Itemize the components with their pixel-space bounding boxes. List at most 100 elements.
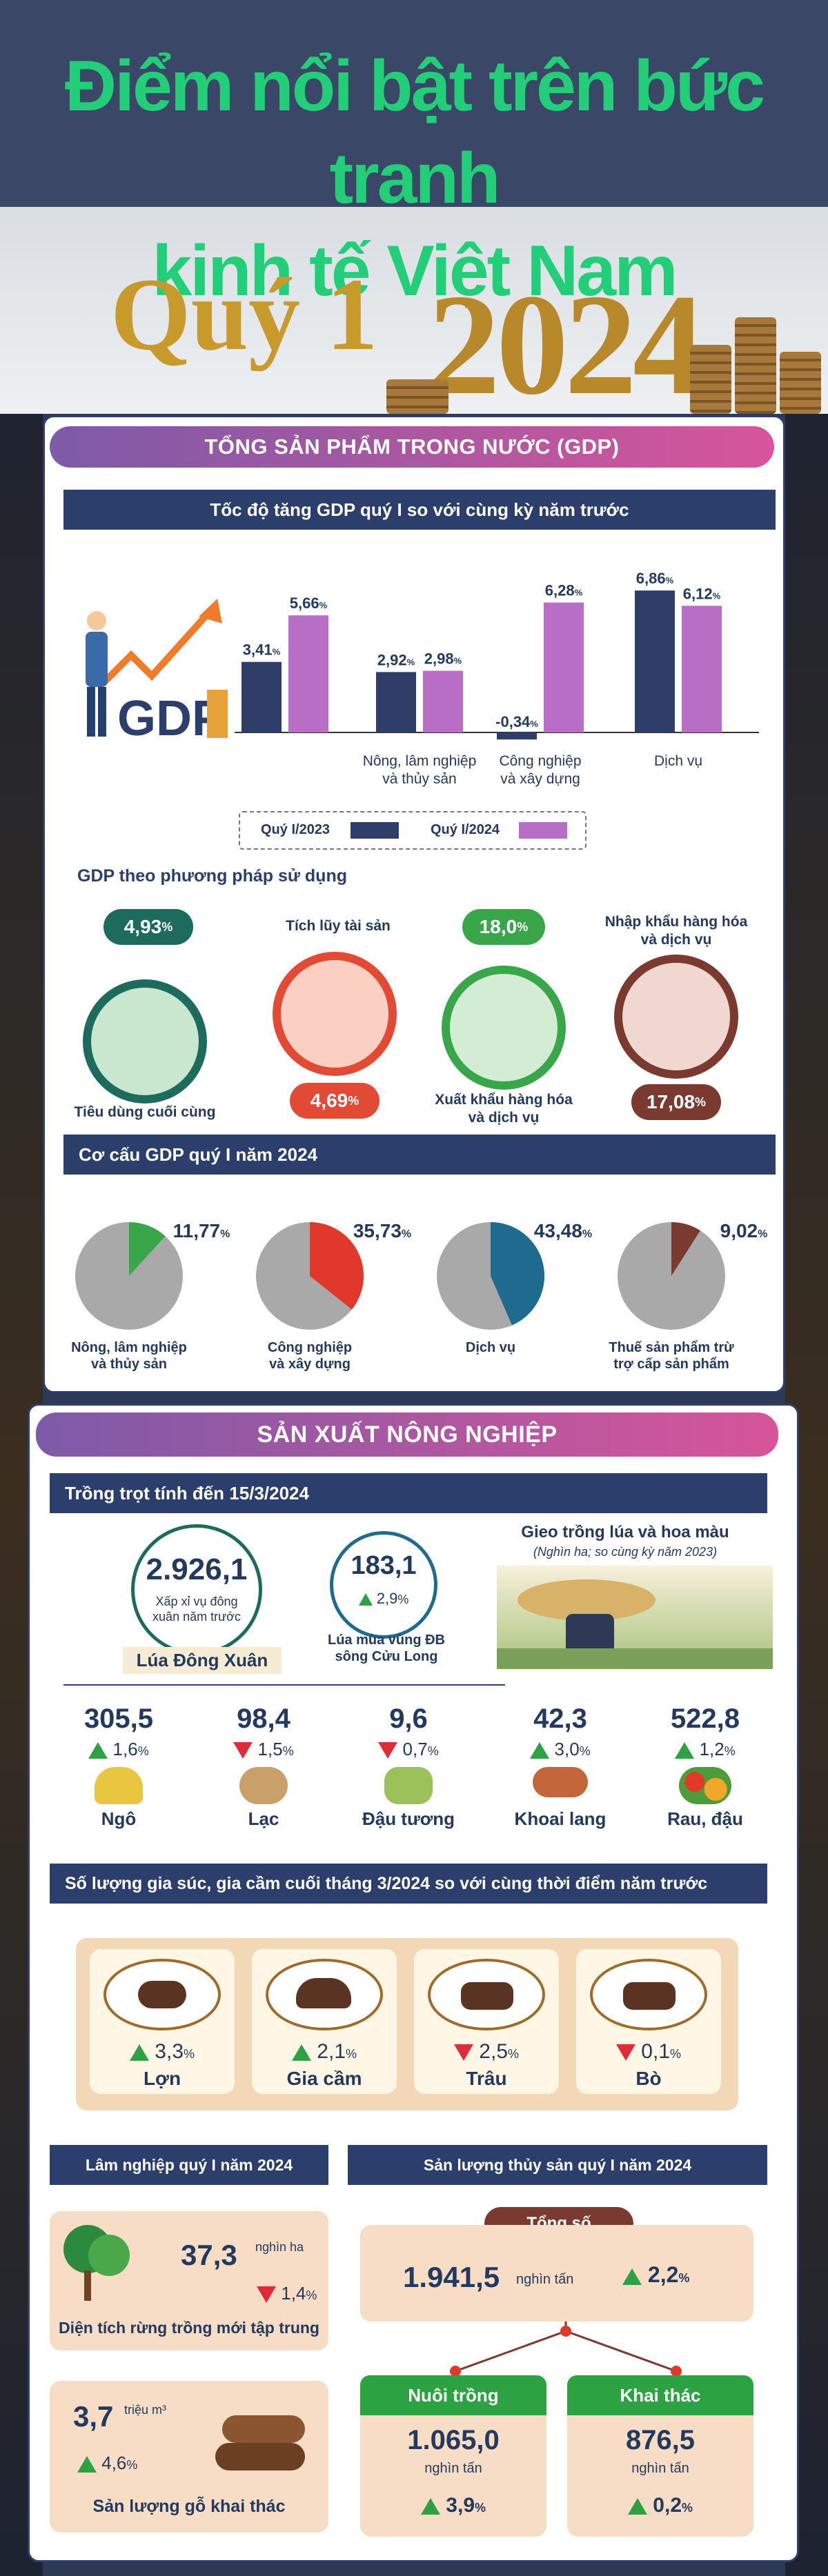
fishing-value: 876,5 bbox=[625, 2425, 696, 2455]
gdp-bar bbox=[497, 732, 537, 740]
up-arrow-icon bbox=[88, 1742, 108, 1759]
livestock-cattle: 0,1% Bò bbox=[576, 1949, 721, 2094]
coin-stack-icon bbox=[780, 352, 821, 414]
legend-2024-swatch bbox=[519, 822, 567, 839]
crop-peanut: 98,4 1,5% Lạc bbox=[195, 1704, 333, 1830]
logs-icon bbox=[215, 2408, 312, 2477]
gdp-usage-title: GDP theo phương pháp sử dụng bbox=[77, 866, 347, 886]
crop-corn: 305,5 1,6% Ngô bbox=[83, 1704, 154, 1829]
corn-icon bbox=[95, 1767, 143, 1804]
livestock-poultry: 2,1% Gia cầm bbox=[252, 1949, 397, 2094]
usage-export-value: 18,0% bbox=[462, 909, 545, 945]
gdp-bar-label: 6,28% bbox=[545, 582, 583, 599]
forestry-title: Lâm nghiệp quý I năm 2024 bbox=[50, 2145, 328, 2185]
usage-export-label: Xuất khẩu hàng hóa và dịch vụ bbox=[435, 1092, 573, 1126]
gdp-category-label: Công nghiệp bbox=[499, 753, 581, 769]
usage-import-label: Nhập khẩu hàng hóa và dịch vụ bbox=[604, 914, 748, 948]
coin-stack-icon bbox=[690, 345, 731, 414]
gdp-header: TỔNG SẢN PHẨM TRONG NƯỚC (GDP) bbox=[50, 426, 774, 468]
gdp-logo-illustration: GDP bbox=[76, 593, 241, 746]
gdp-category-label: Dịch vụ bbox=[654, 753, 702, 769]
wood-change: 4,6% bbox=[77, 2453, 137, 2474]
pig-icon bbox=[103, 1959, 221, 2030]
livestock-buffalo: 2,5% Trâu bbox=[414, 1949, 559, 2094]
aquaculture-panel: 1.065,0 nghìn tấn 3,9% bbox=[360, 2415, 546, 2537]
gdp-bar-label: 6,12% bbox=[683, 585, 721, 602]
piggy-bank-icon bbox=[273, 952, 397, 1076]
mekong-rice-value: 183,1 bbox=[351, 1551, 417, 1580]
fish-total-value: 1.941,5 bbox=[403, 2261, 500, 2293]
mekong-rice-label: Lúa mùa vùng ĐB sông Cửu Long bbox=[327, 1633, 445, 1664]
gdp-usage-group: 4,93% Tiêu dùng cuối cùng Tích lũy tài s… bbox=[62, 897, 773, 1131]
farmer-illustration bbox=[497, 1566, 773, 1669]
coin-stack-icon bbox=[735, 317, 776, 414]
rice-winter-spring-circle: 2.926,1 Xấp xỉ vụ đông xuân năm trước bbox=[131, 1524, 262, 1655]
planting-note: (Nghìn ha; so cùng kỳ năm 2023) bbox=[533, 1545, 718, 1559]
mekong-rice-circle: 183,1 2,9% bbox=[330, 1531, 437, 1639]
forest-area-unit: nghìn ha bbox=[255, 2240, 304, 2254]
gdp-category-label: Nông, lâm nghiệp bbox=[363, 753, 477, 769]
pie-category-label: Nông, lâm nghiệp bbox=[71, 1340, 187, 1355]
usage-consumption-label: Tiêu dùng cuối cùng bbox=[74, 1104, 216, 1120]
crop-sweet-potato: 42,3 3,0% Khoai lang bbox=[514, 1704, 607, 1829]
fish-connector bbox=[450, 2322, 682, 2377]
gdp-bar-label: 2,92% bbox=[377, 651, 415, 668]
legend-2023-label: Quý I/2023 bbox=[261, 822, 331, 837]
gdp-bar bbox=[241, 661, 282, 732]
gdp-legend: Quý I/2023 Quý I/2024 bbox=[239, 811, 586, 850]
aquaculture-unit: nghìn tấn bbox=[424, 2461, 482, 2476]
crop-vegetables: 522,8 1,2% Rau, đậu bbox=[667, 1704, 743, 1829]
gdp-bar bbox=[288, 615, 328, 732]
usage-import-value: 17,08% bbox=[631, 1084, 721, 1120]
aquaculture-change: 3,9% bbox=[360, 2494, 546, 2517]
pie-slice bbox=[129, 1222, 166, 1276]
chicken-icon bbox=[266, 1959, 383, 2030]
pie-value-label: 11,77% bbox=[173, 1220, 230, 1241]
pie-value-label: 35,73% bbox=[353, 1220, 411, 1241]
cargo-ship-icon bbox=[442, 966, 566, 1090]
gdp-growth-bar-chart: 3,41% 5,66% 2,92% 2,98% Nông, lâm nghiệp và t… bbox=[235, 570, 759, 787]
legend-2024-label: Quý I/2024 bbox=[431, 822, 500, 837]
gdp-structure-title: Cơ cấu GDP quý I năm 2024 bbox=[63, 1135, 776, 1175]
up-arrow-icon bbox=[675, 1742, 695, 1759]
fishing-unit: nghìn tấn bbox=[631, 2461, 689, 2476]
gdp-bar-label: 3,41% bbox=[243, 641, 281, 659]
gdp-bar bbox=[544, 602, 584, 732]
hero-title: Điểm nổi bật trên bức tranh kinh tế Việt… bbox=[0, 40, 828, 317]
gdp-bar-label: 6,86% bbox=[636, 570, 674, 587]
pie-category-label: và xây dựng bbox=[269, 1357, 351, 1372]
cow-icon bbox=[590, 1959, 707, 2030]
rice-winter-spring-label: Lúa Đông Xuân bbox=[123, 1647, 282, 1674]
down-arrow-icon bbox=[233, 1742, 253, 1759]
pie-category-label: Công nghiệp bbox=[268, 1340, 352, 1355]
gdp-category-label: và thủy sản bbox=[382, 771, 456, 787]
pie-category-label: trợ cấp sản phẩm bbox=[613, 1357, 729, 1372]
crop-title: Trồng trọt tính đến 15/3/2024 bbox=[50, 1473, 767, 1513]
livestock-panel: 3,3% Lợn 2,1% Gia cầm 2,5% Trâu 0,1% Bò bbox=[76, 1938, 738, 2110]
pie-slice bbox=[671, 1222, 700, 1276]
gdp-structure-pies: 11,77% Nông, lâm nghiệp và thủy sản 35,73% C… bbox=[71, 1220, 767, 1372]
gdp-bar bbox=[635, 590, 675, 732]
pie-category-label: Thuế sản phẩm trừ bbox=[609, 1340, 734, 1355]
fish-total-panel: 1.941,5 nghìn tấn 2,2% bbox=[360, 2225, 753, 2322]
trees-icon bbox=[63, 2225, 132, 2301]
forest-area-panel: 37,3 nghìn ha 1,4% Diện tích rừng trồng … bbox=[50, 2211, 328, 2350]
gdp-bar bbox=[682, 606, 722, 732]
fishing-change: 0,2% bbox=[567, 2494, 753, 2517]
pie-slice bbox=[491, 1222, 545, 1326]
hero-title-line2: kinh tế Việt Nam bbox=[152, 231, 678, 311]
usage-accumulation-label: Tích lũy tài sản bbox=[286, 918, 391, 934]
planting-title: Gieo trồng lúa và hoa màu bbox=[521, 1523, 729, 1541]
hero-title-line1: Điểm nổi bật trên bức tranh bbox=[65, 46, 765, 219]
vegetables-icon bbox=[679, 1767, 731, 1804]
gdp-bar bbox=[423, 670, 463, 732]
agriculture-header: SẢN XUẤT NÔNG NGHIỆP bbox=[36, 1412, 778, 1457]
up-arrow-icon bbox=[530, 1742, 550, 1759]
gdp-category-label: và xây dựng bbox=[500, 771, 580, 787]
usage-consumption-value: 4,93% bbox=[103, 909, 193, 945]
hero-quarter: Quý 1 bbox=[110, 257, 378, 372]
aquaculture-label: Nuôi trồng bbox=[360, 2375, 546, 2415]
usage-accumulation-value: 4,69% bbox=[290, 1083, 379, 1119]
pie-category-label: Dịch vụ bbox=[466, 1340, 515, 1355]
livestock-title: Số lượng gia súc, gia cầm cuối tháng 3/2… bbox=[50, 1864, 767, 1904]
